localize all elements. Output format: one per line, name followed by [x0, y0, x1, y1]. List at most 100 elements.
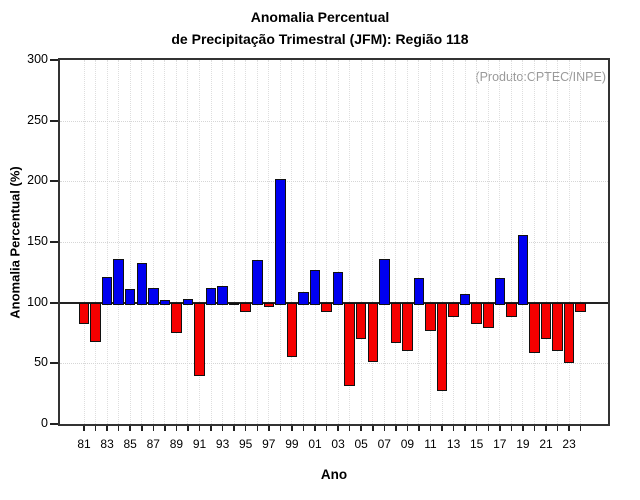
- x-axis-tick: [141, 426, 143, 431]
- x-axis-tick: [406, 426, 409, 431]
- bar-22: [552, 302, 563, 351]
- y-axis-tick: [50, 241, 58, 243]
- x-axis-tick: [268, 426, 270, 431]
- bar-03: [332, 272, 344, 305]
- x-tick-label: 99: [285, 437, 299, 451]
- bar-86: [136, 262, 147, 305]
- bar-04: [344, 302, 355, 386]
- x-tick-label: 87: [146, 437, 160, 451]
- x-tick-label: 21: [539, 437, 553, 451]
- bar-15: [471, 302, 482, 325]
- x-axis-tick: [210, 426, 212, 431]
- x-axis-tick: [522, 426, 524, 431]
- x-axis-tick: [279, 426, 282, 431]
- x-tick-label: 15: [470, 437, 484, 451]
- bar-82: [90, 302, 101, 343]
- bar-13: [448, 302, 459, 317]
- horizontal-gridline: [60, 181, 608, 183]
- bar-85: [124, 289, 136, 305]
- x-axis-tick: [106, 426, 108, 431]
- x-axis-tick: [291, 426, 293, 431]
- x-axis-tick: [383, 426, 386, 431]
- x-tick-label: 97: [262, 437, 276, 451]
- x-axis-tick: [556, 426, 559, 431]
- x-tick-label: 91: [192, 437, 207, 451]
- x-axis-tick: [175, 426, 178, 431]
- x-axis-tick: [129, 426, 131, 431]
- x-axis-tick: [579, 426, 582, 431]
- bar-09: [402, 302, 413, 351]
- bar-07: [379, 258, 390, 305]
- bar-93: [217, 285, 228, 305]
- x-axis-tick: [499, 426, 501, 431]
- x-tick-label: 05: [354, 437, 368, 451]
- bar-21: [540, 302, 552, 339]
- x-axis-tick: [545, 426, 547, 431]
- x-axis-tick: [475, 426, 478, 431]
- x-axis-tick: [256, 426, 258, 431]
- bar-10: [413, 278, 425, 305]
- x-axis-tick: [487, 426, 489, 431]
- x-tick-label: 89: [169, 437, 184, 451]
- bar-00: [298, 291, 309, 305]
- x-axis-tick: [568, 426, 570, 431]
- bar-87: [148, 288, 159, 305]
- y-tick-label: 50: [34, 355, 48, 370]
- x-axis-tick: [533, 426, 536, 431]
- bar-06: [367, 302, 378, 362]
- bar-89: [171, 302, 182, 333]
- horizontal-gridline: [60, 363, 608, 365]
- x-axis-tick: [372, 426, 374, 431]
- x-axis-tick: [83, 426, 85, 431]
- x-axis-tick: [314, 426, 316, 431]
- y-tick-label: 300: [27, 52, 48, 66]
- y-axis-tick: [50, 423, 58, 425]
- bar-92: [205, 288, 217, 305]
- bar-20: [529, 302, 540, 354]
- y-axis-tick: [50, 119, 58, 122]
- x-axis-tick: [325, 426, 328, 431]
- x-axis-tick: [429, 426, 432, 431]
- x-axis-tick: [221, 426, 224, 431]
- x-axis-tick: [117, 426, 120, 431]
- bar-24: [575, 302, 586, 312]
- x-tick-label: 95: [239, 437, 253, 451]
- bar-19: [517, 234, 529, 305]
- x-axis-tick: [94, 426, 97, 431]
- x-tick-label: 93: [215, 437, 230, 451]
- bar-81: [78, 302, 90, 325]
- bar-88: [159, 300, 171, 305]
- y-tick-label: 100: [27, 294, 48, 309]
- x-axis-tick: [244, 426, 247, 431]
- x-axis-tick: [441, 426, 443, 431]
- bar-02: [321, 302, 332, 312]
- y-axis-tick: [50, 59, 58, 61]
- bar-95: [240, 302, 251, 312]
- x-axis-tick: [510, 426, 513, 431]
- bar-94: [228, 302, 240, 305]
- x-axis-tick: [164, 426, 166, 431]
- x-axis-tick: [152, 426, 155, 431]
- chart-title-line1: Anomalia Percentual: [250, 9, 390, 25]
- x-axis-tick: [452, 426, 455, 431]
- horizontal-gridline: [60, 242, 608, 243]
- bar-96: [252, 260, 263, 305]
- chart-title-line2: de Precipitação Trimestral (JFM): Região…: [171, 31, 469, 47]
- x-tick-label: 03: [331, 437, 345, 451]
- x-axis-tick: [360, 426, 362, 431]
- bar-17: [494, 278, 506, 305]
- bar-84: [113, 258, 124, 305]
- x-tick-label: 17: [493, 437, 507, 451]
- horizontal-gridline: [60, 120, 608, 122]
- y-axis-tick: [50, 180, 58, 183]
- x-axis-tick: [337, 426, 339, 431]
- bar-99: [286, 302, 298, 357]
- bar-83: [101, 277, 113, 305]
- x-tick-label: 23: [562, 437, 576, 451]
- y-tick-label: 150: [27, 234, 48, 248]
- x-tick-label: 85: [123, 437, 137, 451]
- x-axis-tick: [187, 426, 189, 431]
- y-axis-tick: [50, 301, 58, 304]
- x-tick-label: 01: [308, 437, 322, 451]
